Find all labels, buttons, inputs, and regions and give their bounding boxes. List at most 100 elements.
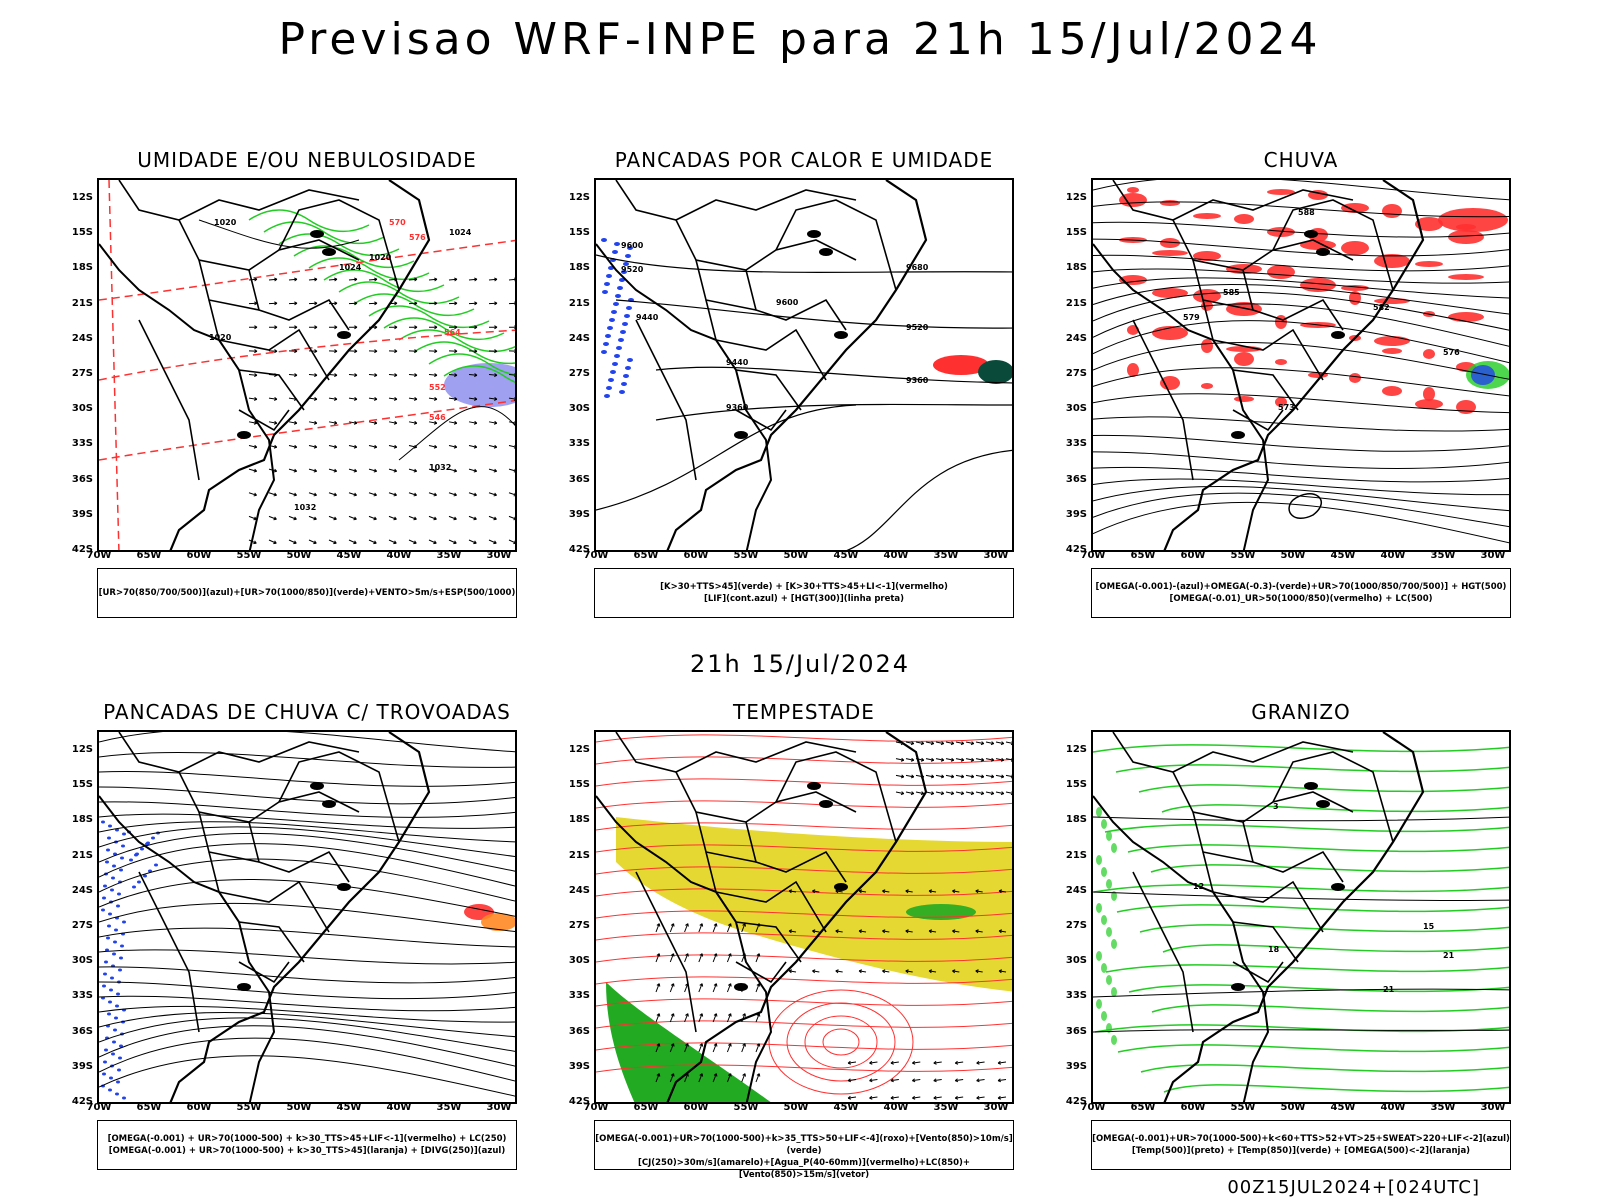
latitude-label: 30S xyxy=(71,403,93,415)
wind-vector xyxy=(975,741,984,745)
temp850-green-contour xyxy=(1151,1004,1509,1013)
wind-vector xyxy=(408,374,418,376)
wind-vector-head xyxy=(905,969,909,974)
state-border xyxy=(178,771,360,823)
lif-contour-blue xyxy=(606,274,612,278)
wind-vector xyxy=(935,758,944,761)
latitude-label: 18S xyxy=(568,262,590,274)
lif-contour-blue xyxy=(604,394,610,398)
temp850-green-contour xyxy=(1127,844,1509,853)
wind-vector-head xyxy=(494,349,498,354)
temp850-green-contour xyxy=(1139,924,1509,933)
wind-vector-head xyxy=(473,420,478,425)
wind-vector-head xyxy=(513,516,515,521)
streamline-850-red xyxy=(596,822,1012,831)
wind-vector-head xyxy=(414,325,418,330)
wind-vector-head xyxy=(393,516,397,521)
hgt300-contour xyxy=(846,449,1012,550)
wind-vector-head xyxy=(434,301,438,306)
wind-vector-head xyxy=(685,1013,689,1017)
lif-contour-blue xyxy=(614,354,620,358)
wind-vector-head xyxy=(334,373,338,378)
wind-vector-head xyxy=(788,929,793,934)
wind-vector-head xyxy=(333,540,337,545)
legend-line-1: [K>30+TTS>45](verde) + [K>30+TTS>45+LI<-… xyxy=(660,582,948,592)
lake-feature xyxy=(310,782,324,790)
wind-vector-head xyxy=(950,757,955,762)
wind-vector-head xyxy=(905,929,909,934)
state-border xyxy=(1232,409,1284,432)
lake-feature xyxy=(1316,800,1330,808)
wind-vector xyxy=(508,444,515,448)
wind-vector xyxy=(726,1013,732,1023)
divergence-blue xyxy=(110,888,114,892)
wind-vector xyxy=(388,515,397,520)
rain-area-red xyxy=(1456,400,1476,414)
divergence-blue xyxy=(148,869,152,873)
moisture-blue-area xyxy=(444,363,515,407)
wind-vector-head xyxy=(493,540,497,545)
wind-vector xyxy=(955,741,964,745)
panel-legend: [K>30+TTS>45](verde) + [K>30+TTS>45+LI<-… xyxy=(594,568,1014,618)
humidity-contour-green xyxy=(383,317,505,341)
lif-contour-blue xyxy=(621,270,627,274)
wind-vector-head xyxy=(847,1095,852,1100)
wind-vector-head xyxy=(699,923,704,927)
divergence-blue xyxy=(154,863,158,867)
wind-vector xyxy=(428,539,437,544)
divergence-blue xyxy=(118,1056,122,1060)
wind-vector-head xyxy=(756,1073,761,1077)
lif-contour-blue xyxy=(604,282,610,286)
lif-contour-blue xyxy=(601,238,607,242)
wind-vector-head xyxy=(333,396,338,401)
wind-vector-head xyxy=(334,349,338,354)
wind-vector xyxy=(348,468,357,472)
wind-vector-head xyxy=(882,889,886,894)
legend-line-1: [OMEGA(-0.001) + UR>70(1000-500) + k>30_… xyxy=(107,1134,507,1144)
temp850-green-contour xyxy=(1162,944,1509,953)
rain-area-red xyxy=(1234,214,1254,224)
wind-vector-head xyxy=(333,492,337,497)
wind-vector-head xyxy=(434,373,438,378)
wind-vector xyxy=(408,397,417,400)
state-border xyxy=(705,851,827,933)
wind-vector-head xyxy=(253,468,258,473)
wind-vector-head xyxy=(514,277,515,282)
state-border xyxy=(138,871,200,1033)
wind-vector-head xyxy=(950,741,955,746)
wind-vector xyxy=(248,468,257,472)
streamline xyxy=(99,927,515,948)
wind-vector xyxy=(995,774,1004,778)
wind-vector xyxy=(684,953,689,963)
rain-area-red xyxy=(1193,251,1221,261)
wind-vector-head xyxy=(374,325,378,330)
wind-vector-head xyxy=(1000,774,1005,779)
lif-contour-blue xyxy=(613,302,619,306)
wind-vector-head xyxy=(930,791,935,796)
wind-vector-head xyxy=(493,516,497,521)
wind-vector-head xyxy=(990,774,995,779)
panel-title: TEMPESTADE xyxy=(733,700,875,724)
temp850-green-contour xyxy=(1161,804,1509,813)
contour-label: 573 xyxy=(1278,403,1295,412)
lif-contour-blue xyxy=(622,322,628,326)
wind-vector-head xyxy=(998,929,1003,934)
divergence-blue xyxy=(105,948,109,952)
wind-vector-head xyxy=(685,953,689,957)
wind-vector-head xyxy=(273,492,277,497)
wind-vector xyxy=(468,444,477,448)
lake-feature xyxy=(322,800,336,808)
wind-vector xyxy=(835,890,843,893)
wind-vector xyxy=(925,758,934,761)
wind-vector xyxy=(965,774,974,778)
wind-vector xyxy=(895,791,904,795)
temp850-green-contour xyxy=(1138,784,1509,793)
wind-vector xyxy=(698,1013,703,1023)
wind-vector xyxy=(288,492,297,496)
latitude-label: 21S xyxy=(71,849,93,861)
wind-vector-head xyxy=(433,396,438,401)
wind-vector xyxy=(895,758,904,761)
wind-vector-head xyxy=(890,1095,894,1100)
divergence-blue xyxy=(132,885,136,889)
latitude-label: 27S xyxy=(71,920,93,931)
